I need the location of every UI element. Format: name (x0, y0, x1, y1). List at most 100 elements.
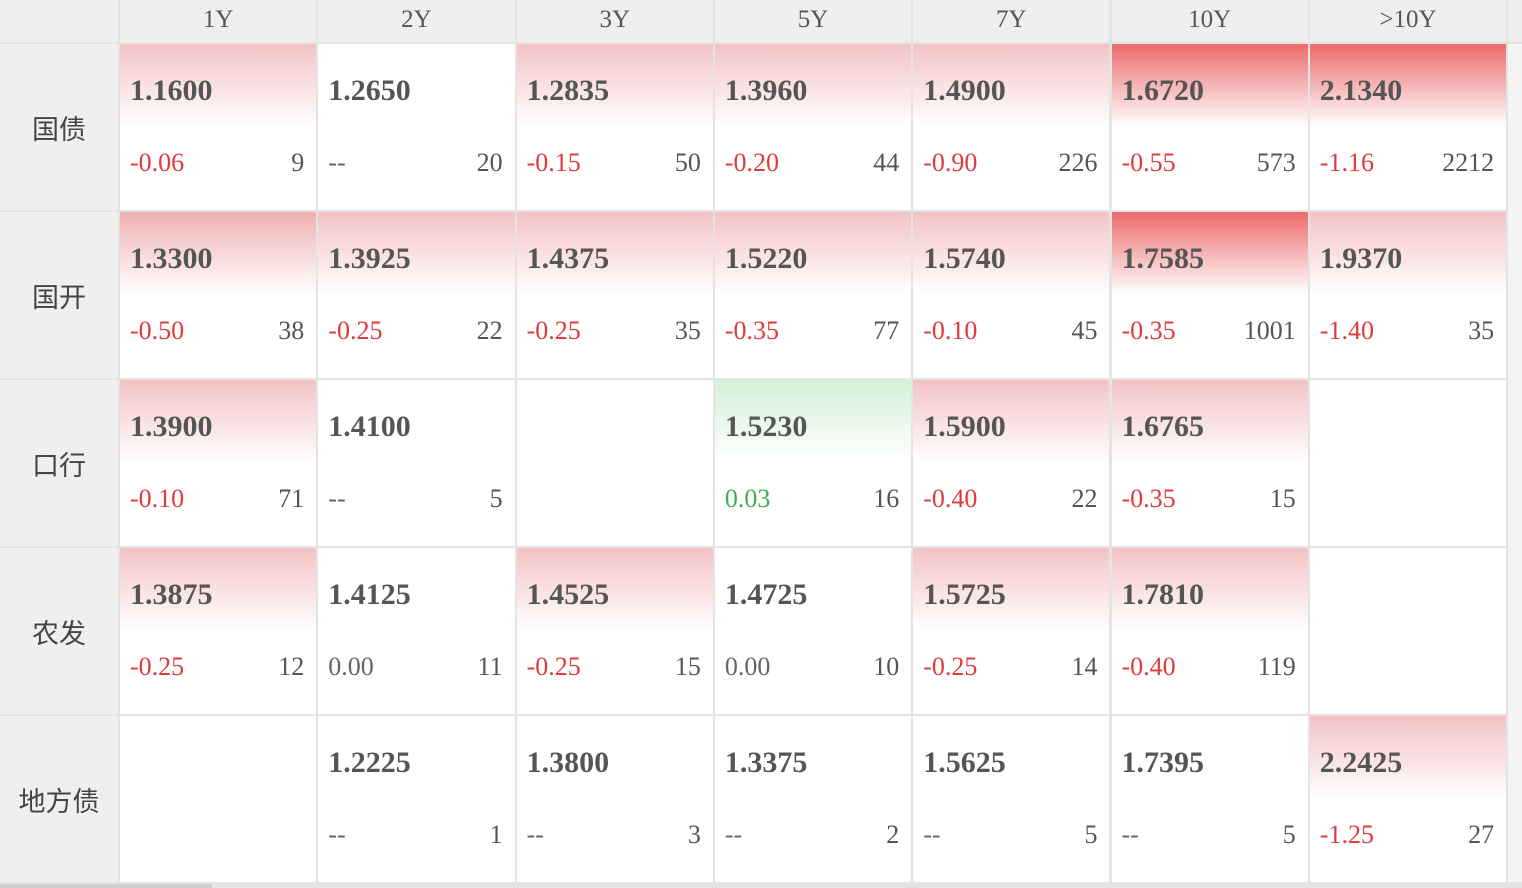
change: -- (328, 148, 346, 177)
volume: 573 (1256, 148, 1296, 177)
cell: 1.4375 -0.25 35 (516, 212, 713, 378)
cell: 1.6720 -0.55 573 (1111, 44, 1308, 210)
change: -0.50 (130, 316, 185, 345)
cell: 1.5220 -0.35 77 (714, 212, 912, 378)
yield: 1.3960 (724, 74, 808, 107)
change: -0.10 (923, 316, 978, 345)
cell: 1.5740 -0.10 45 (913, 212, 1110, 378)
cut-column-header (1508, 0, 1522, 42)
volume: 5 (1282, 820, 1296, 849)
column-header: 10Y (1111, 0, 1308, 42)
volume: 5 (1084, 820, 1098, 849)
column-header: >10Y (1309, 0, 1507, 42)
cell: 1.7810 -0.40 119 (1111, 548, 1308, 714)
volume: 27 (1468, 820, 1495, 849)
change: -0.10 (130, 484, 185, 513)
change: -1.25 (1319, 820, 1374, 849)
change: 0.00 (724, 652, 771, 681)
row-label: 口行 (0, 380, 118, 546)
volume: 44 (873, 148, 900, 177)
volume: 45 (1071, 316, 1098, 345)
yield: 1.2650 (328, 74, 411, 107)
volume: 16 (873, 484, 900, 513)
yield: 1.5740 (923, 242, 1006, 275)
yield: 1.6765 (1121, 410, 1205, 443)
cell: 1.4100 -- 5 (318, 380, 515, 546)
yield: 2.2425 (1319, 746, 1403, 779)
cell: 1.7585 -0.35 1001 (1111, 212, 1308, 378)
change: -0.15 (526, 148, 581, 177)
volume: 22 (476, 316, 503, 345)
change: -0.25 (130, 652, 185, 681)
cell: 1.9370 -1.40 35 (1309, 212, 1507, 378)
cell (1309, 380, 1507, 546)
cell: 1.2225 -- 1 (318, 716, 515, 882)
volume: 15 (674, 652, 701, 681)
volume: 35 (674, 316, 701, 345)
change: -0.25 (526, 652, 581, 681)
change: -1.40 (1319, 316, 1374, 345)
row-label: 地方债 (0, 716, 118, 882)
change: -0.25 (526, 316, 581, 345)
volume: 11 (477, 652, 503, 681)
yield: 2.1340 (1319, 74, 1403, 107)
yield: 1.7585 (1121, 242, 1205, 275)
yield: 1.2225 (328, 746, 411, 779)
volume: 77 (873, 316, 900, 345)
change: -- (526, 820, 544, 849)
cell: 1.4725 0.00 10 (714, 548, 912, 714)
yield: 1.9370 (1319, 242, 1403, 275)
cell: 1.1600 -0.06 9 (120, 44, 317, 210)
cell: 2.1340 -1.16 2212 (1309, 44, 1507, 210)
cell: 2.2425 -1.25 27 (1309, 716, 1507, 882)
yield: 1.3300 (130, 242, 213, 275)
yield: 1.3375 (724, 746, 808, 779)
cell: 1.3875 -0.25 12 (120, 548, 317, 714)
cell: 1.6765 -0.35 15 (1111, 380, 1308, 546)
cell: 1.5900 -0.40 22 (913, 380, 1110, 546)
column-header: 5Y (714, 0, 912, 42)
cell: 1.3800 -- 3 (516, 716, 713, 882)
yield: 1.4525 (526, 578, 610, 611)
yield: 1.3925 (328, 242, 411, 275)
cell: 1.4525 -0.25 15 (516, 548, 713, 714)
cell: 1.4900 -0.90 226 (913, 44, 1110, 210)
volume: 12 (278, 652, 305, 681)
yield: 1.5625 (923, 746, 1006, 779)
yield: 1.4725 (724, 578, 808, 611)
cell (1309, 548, 1507, 714)
volume: 9 (291, 148, 305, 177)
change: -0.25 (328, 316, 383, 345)
change: -0.40 (1121, 652, 1176, 681)
cell (516, 380, 713, 546)
cell: 1.3900 -0.10 71 (120, 380, 317, 546)
change: -0.06 (130, 148, 185, 177)
volume: 22 (1071, 484, 1098, 513)
yield: 1.5220 (724, 242, 808, 275)
column-header: 1Y (120, 0, 317, 42)
cell: 1.3925 -0.25 22 (318, 212, 515, 378)
cell: 1.3960 -0.20 44 (714, 44, 912, 210)
column-header: 2Y (318, 0, 515, 42)
cell: 1.4125 0.00 11 (318, 548, 515, 714)
volume: 3 (687, 820, 701, 849)
column-header: 7Y (913, 0, 1110, 42)
yield: 1.5230 (724, 410, 808, 443)
change: -0.35 (1121, 316, 1176, 345)
volume: 2 (886, 820, 900, 849)
row-label: 国债 (0, 44, 118, 210)
cut-column (1508, 44, 1522, 882)
volume: 20 (476, 148, 503, 177)
scrollbar (0, 884, 212, 888)
volume: 5 (489, 484, 503, 513)
volume: 119 (1257, 652, 1296, 681)
change: -- (328, 484, 346, 513)
cell: 1.2835 -0.15 50 (516, 44, 713, 210)
volume: 2212 (1442, 148, 1495, 177)
change: -0.55 (1121, 148, 1176, 177)
yield: 1.7810 (1121, 578, 1205, 611)
yield: 1.6720 (1121, 74, 1205, 107)
volume: 1001 (1243, 316, 1296, 345)
yield: 1.4375 (526, 242, 610, 275)
